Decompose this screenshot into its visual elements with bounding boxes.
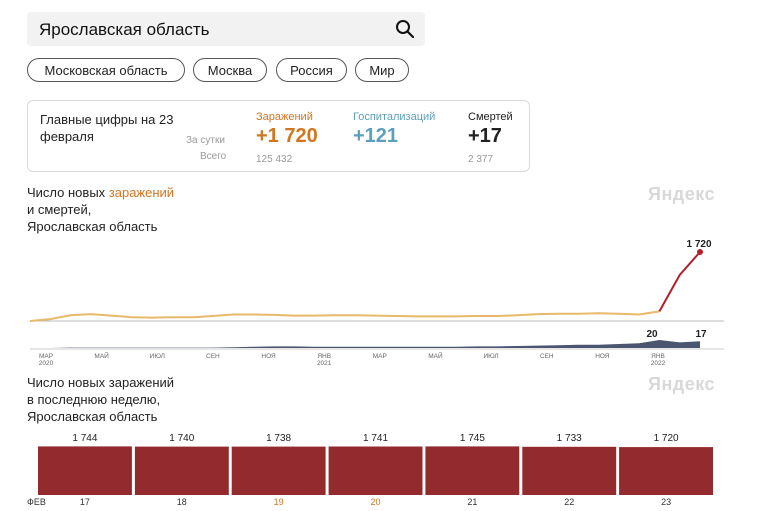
bar-category-label: 22 (564, 497, 574, 507)
bar (231, 446, 326, 495)
infected-label: Заражений (256, 111, 313, 123)
bar (522, 446, 617, 495)
chip-moscow[interactable]: Москва (193, 58, 267, 82)
search-bar[interactable]: Ярославская область (27, 12, 425, 46)
x-tick-label: ИЮЛ (150, 353, 165, 360)
chart2-title: Число новых заражений в последнюю неделю… (27, 374, 174, 425)
chip-moscow-region[interactable]: Московская область (27, 58, 185, 82)
bar (134, 446, 229, 495)
x-tick-year: 2021 (317, 360, 332, 367)
infected-day: +1 720 (256, 125, 318, 147)
x-tick-label: СЕН (206, 353, 220, 360)
deaths-label: Смертей (468, 111, 513, 123)
chart2-title-line1: Число новых заражений (27, 375, 175, 390)
x-tick-label: МАЙ (428, 351, 443, 360)
bar-value-label: 1 740 (169, 433, 194, 444)
last-infections-label: 1 720 (686, 239, 711, 250)
bar-category-label: 19 (274, 497, 284, 507)
x-tick-label: ЯНВ (317, 353, 331, 360)
row-total-label: Всего (200, 151, 227, 162)
x-tick-label: ЯНВ (651, 353, 665, 360)
bar-value-label: 1 738 (266, 433, 291, 444)
bar-value-label: 1 745 (460, 433, 485, 444)
hospital-day: +121 (353, 125, 399, 147)
summary-card: Главные цифры на 23 февраля За сутки Все… (27, 100, 530, 172)
bar-value-label: 1 720 (654, 433, 679, 444)
bar-value-label: 1 741 (363, 433, 388, 444)
deaths-series (30, 340, 700, 348)
chart1-title-part3: Ярославская область (27, 219, 158, 234)
yandex-watermark-1: Яндекс (648, 184, 716, 204)
bar (425, 446, 520, 495)
deaths-total: 2 377 (468, 154, 494, 165)
bar-category-label: 21 (467, 497, 477, 507)
summary-title: Главные цифры на 23 февраля (40, 112, 174, 144)
bar-category-label: 17 (80, 497, 90, 507)
x-tick-year: 2020 (39, 360, 54, 367)
last-point-marker (697, 249, 703, 255)
bar-category-label: 18 (177, 497, 187, 507)
infected-total: 125 432 (256, 154, 293, 165)
bar-category-label: 20 (370, 497, 380, 507)
x-tick-label: МАР (39, 353, 53, 360)
bar-value-label: 1 733 (557, 433, 582, 444)
bar (619, 447, 713, 495)
x-tick-label: НОЯ (261, 353, 276, 360)
deaths-peak-label: 20 (646, 329, 658, 340)
chip-russia[interactable]: Россия (276, 58, 347, 82)
deaths-last-label: 17 (695, 329, 707, 340)
chart1-title-part1: Число новых (27, 185, 109, 200)
month-label: ФЕВ (27, 497, 46, 507)
chip-world[interactable]: Мир (355, 58, 409, 82)
hospital-label: Госпитализаций (353, 111, 436, 123)
x-tick-label: МАЙ (94, 351, 109, 360)
chart2-title-line2: в последнюю неделю, (27, 392, 161, 407)
infections-series-line (29, 310, 660, 322)
yandex-watermark-2: Яндекс (648, 374, 716, 394)
deaths-day: +17 (468, 125, 502, 147)
x-tick-label: ИЮЛ (483, 353, 498, 360)
chart1-title: Число новых заражений и смертей, Ярослав… (27, 184, 174, 235)
x-tick-label: МАР (373, 353, 387, 360)
bar (328, 446, 423, 495)
chart2-title-line3: Ярославская область (27, 409, 158, 424)
x-tick-year: 2022 (651, 360, 666, 367)
bar-value-label: 1 744 (72, 433, 97, 444)
infections-series-line-end (658, 251, 701, 312)
chart1-title-highlight: заражений (108, 185, 175, 200)
x-tick-label: СЕН (540, 353, 554, 360)
bar (38, 446, 132, 495)
bar-category-label: 23 (661, 497, 671, 507)
row-day-label: За сутки (186, 135, 225, 146)
infected-column: Заражений +1 720 125 432 (256, 111, 318, 165)
chart1-title-part2: и смертей, (27, 202, 92, 217)
hospital-column: Госпитализаций +121 (353, 111, 435, 154)
x-tick-label: НОЯ (595, 353, 610, 360)
search-icon[interactable] (395, 19, 415, 39)
deaths-column: Смертей +17 2 377 (468, 111, 513, 165)
search-input[interactable]: Ярославская область (39, 20, 210, 39)
